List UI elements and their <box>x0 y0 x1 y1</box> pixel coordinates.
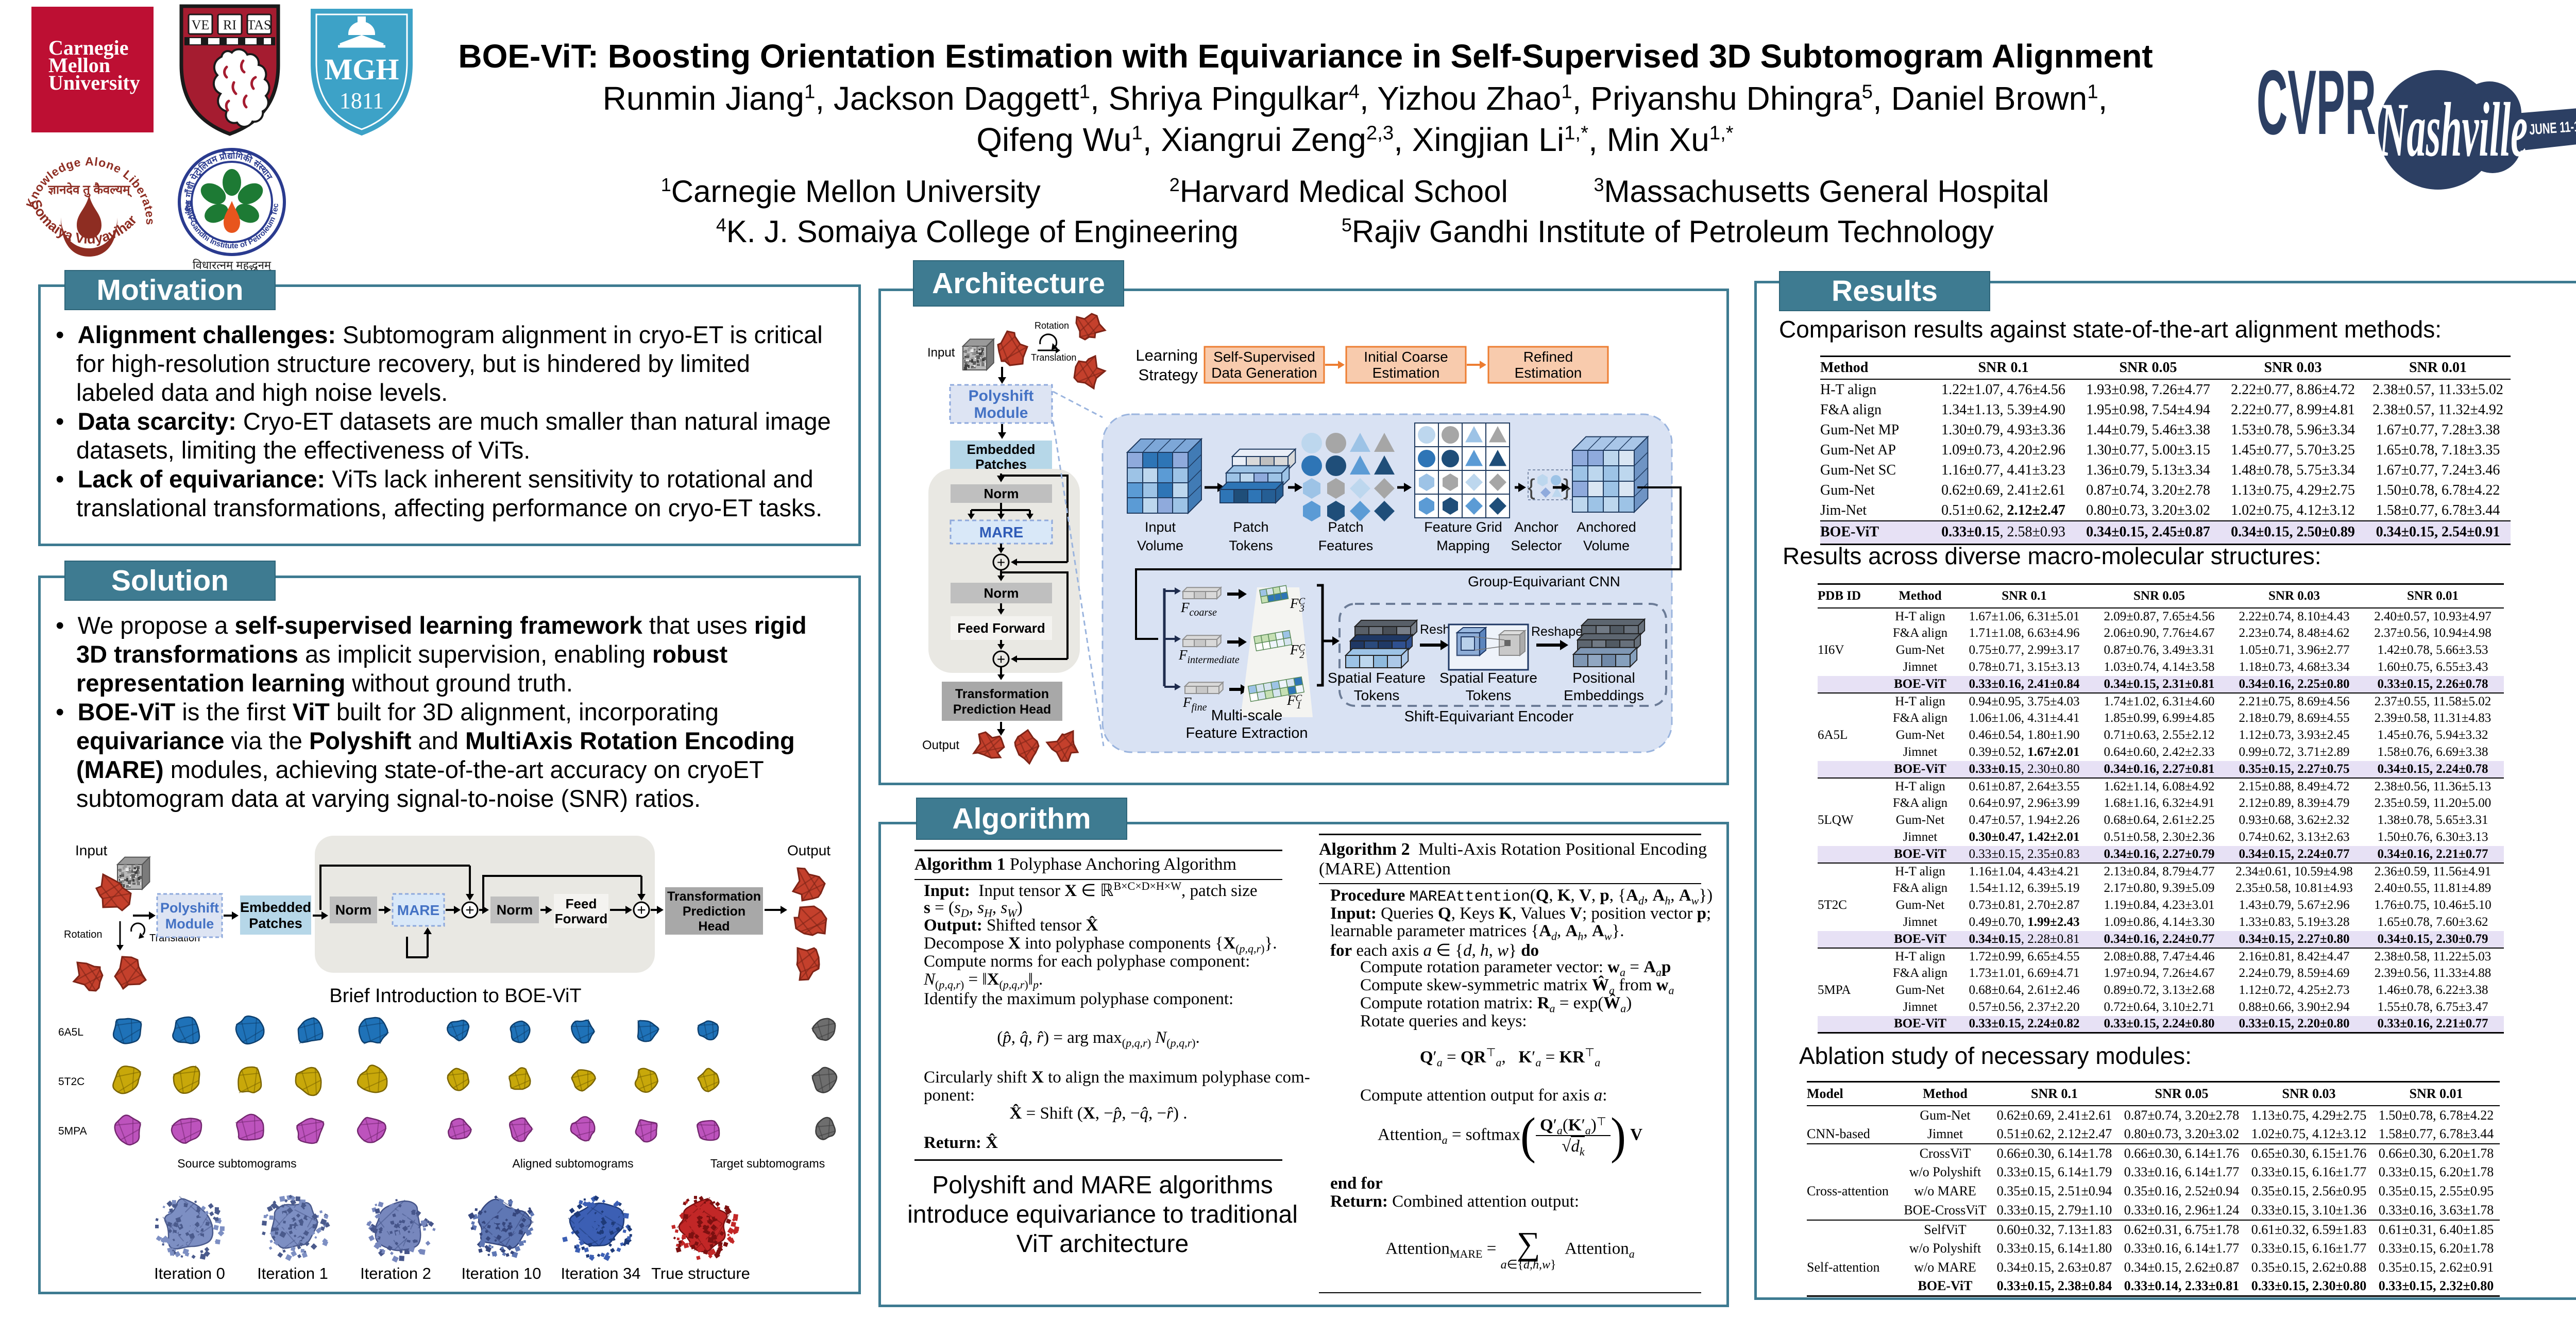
svg-text:Features: Features <box>1318 538 1374 553</box>
svg-text:+: + <box>997 554 1005 570</box>
svg-text:Feed: Feed <box>566 896 597 911</box>
svg-text:Patch: Patch <box>1233 519 1268 535</box>
svg-text:Anchor: Anchor <box>1514 519 1558 535</box>
svg-text:Tokens: Tokens <box>1354 687 1400 703</box>
svg-text:Volume: Volume <box>1137 538 1183 553</box>
svg-text:6A5L: 6A5L <box>58 1026 83 1038</box>
svg-text:Embeddings: Embeddings <box>1564 687 1644 703</box>
svg-text:Anchored: Anchored <box>1577 519 1636 535</box>
svg-text:Input: Input <box>1145 519 1176 535</box>
svg-text:Estimation: Estimation <box>1515 365 1582 381</box>
svg-text:Positional: Positional <box>1572 670 1635 686</box>
svg-text:Patches: Patches <box>249 916 302 931</box>
svg-text:Input: Input <box>927 346 955 360</box>
svg-text:MGH: MGH <box>325 53 399 86</box>
svg-text:{: { <box>1528 475 1535 500</box>
svg-text:Rotation: Rotation <box>64 929 103 940</box>
svg-text:Group-Equivariant CNN: Group-Equivariant CNN <box>1468 573 1620 589</box>
svg-text:Nashville: Nashville <box>2379 87 2528 173</box>
svg-text:MARE: MARE <box>979 525 1023 541</box>
svg-text:Multi-scale: Multi-scale <box>1211 707 1283 724</box>
svg-text:ज्ञानदेव तु कैवल्यम्: ज्ञानदेव तु कैवल्यम् <box>47 182 132 197</box>
svg-text:Iteration 0: Iteration 0 <box>154 1264 225 1282</box>
svg-text:Iteration 2: Iteration 2 <box>360 1264 431 1282</box>
svg-text:RI: RI <box>223 18 236 32</box>
svg-text:Transformation: Transformation <box>955 687 1049 701</box>
svg-text:Rotation: Rotation <box>1035 320 1069 331</box>
svg-text:True structure: True structure <box>651 1264 750 1282</box>
svg-text:Embedded: Embedded <box>240 900 311 915</box>
svg-text:Iteration 34: Iteration 34 <box>561 1264 640 1282</box>
svg-text:Norm: Norm <box>335 902 372 918</box>
svg-text:Shift-Equivariant Encoder: Shift-Equivariant Encoder <box>1404 708 1574 725</box>
svg-text:5T2C: 5T2C <box>58 1076 84 1088</box>
svg-text:+: + <box>997 651 1005 667</box>
svg-text:Polyshift: Polyshift <box>160 900 219 916</box>
svg-text:Module: Module <box>974 404 1028 421</box>
svg-text:Spatial Feature: Spatial Feature <box>1328 670 1426 686</box>
svg-text:Transformation: Transformation <box>667 889 761 904</box>
svg-text:Forward: Forward <box>555 911 608 926</box>
svg-text:Brief Introduction to BOE-ViT: Brief Introduction to BOE-ViT <box>329 985 581 1007</box>
svg-text:5MPA: 5MPA <box>58 1125 87 1137</box>
svg-text:+: + <box>465 902 474 919</box>
svg-text:Strategy: Strategy <box>1139 366 1198 384</box>
svg-text:Feature Grid: Feature Grid <box>1424 519 1502 535</box>
svg-text:Polyshift: Polyshift <box>969 387 1034 404</box>
svg-text:Translation: Translation <box>1031 352 1076 363</box>
svg-text:Iteration 1: Iteration 1 <box>257 1264 328 1282</box>
svg-text:Target subtomograms: Target subtomograms <box>710 1157 825 1170</box>
svg-text:Refined: Refined <box>1523 349 1573 365</box>
svg-text:Aligned subtomograms: Aligned subtomograms <box>512 1157 633 1170</box>
svg-text:Mapping: Mapping <box>1436 538 1490 553</box>
svg-text:Output: Output <box>787 842 831 858</box>
svg-text:विधारत्नम् महद्धनम्: विधारत्नम् महद्धनम् <box>193 259 273 272</box>
svg-text:Input: Input <box>75 842 107 858</box>
svg-text:TAS: TAS <box>247 18 271 32</box>
svg-text:Norm: Norm <box>984 585 1019 601</box>
svg-text:Module: Module <box>165 916 214 932</box>
svg-text:Patch: Patch <box>1328 519 1363 535</box>
svg-text:Data Generation: Data Generation <box>1211 365 1317 381</box>
svg-text:Tokens: Tokens <box>1229 538 1273 553</box>
svg-text:+: + <box>637 902 646 919</box>
svg-text:Prediction: Prediction <box>683 904 745 919</box>
svg-text:Spatial Feature: Spatial Feature <box>1439 670 1537 686</box>
svg-text:Output: Output <box>922 738 959 752</box>
svg-text:1811: 1811 <box>340 88 384 113</box>
svg-text:Norm: Norm <box>984 486 1019 501</box>
svg-text:Feed Forward: Feed Forward <box>957 620 1045 636</box>
svg-text:Self-Supervised: Self-Supervised <box>1213 349 1315 365</box>
svg-text:Prediction Head: Prediction Head <box>953 702 1051 717</box>
svg-text:Selector: Selector <box>1511 538 1562 553</box>
svg-text:Norm: Norm <box>497 902 533 918</box>
svg-text:Reshape: Reshape <box>1531 624 1583 639</box>
svg-text:VE: VE <box>192 18 210 32</box>
svg-text:Volume: Volume <box>1583 538 1630 553</box>
svg-text:MARE: MARE <box>397 902 439 918</box>
svg-text:Embedded: Embedded <box>967 442 1036 457</box>
svg-text:CVPR: CVPR <box>2257 57 2376 154</box>
svg-text:Estimation: Estimation <box>1372 365 1440 381</box>
svg-text:Head: Head <box>698 919 730 934</box>
svg-text:Source subtomograms: Source subtomograms <box>177 1157 296 1170</box>
svg-text:Iteration 10: Iteration 10 <box>461 1264 541 1282</box>
svg-text:Learning: Learning <box>1136 346 1198 364</box>
svg-text:Feature Extraction: Feature Extraction <box>1186 725 1308 741</box>
svg-text:Initial Coarse: Initial Coarse <box>1364 349 1448 365</box>
svg-text:Tokens: Tokens <box>1466 687 1512 703</box>
